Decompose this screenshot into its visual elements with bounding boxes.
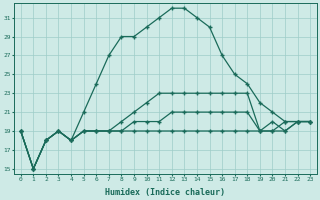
X-axis label: Humidex (Indice chaleur): Humidex (Indice chaleur): [106, 188, 226, 197]
